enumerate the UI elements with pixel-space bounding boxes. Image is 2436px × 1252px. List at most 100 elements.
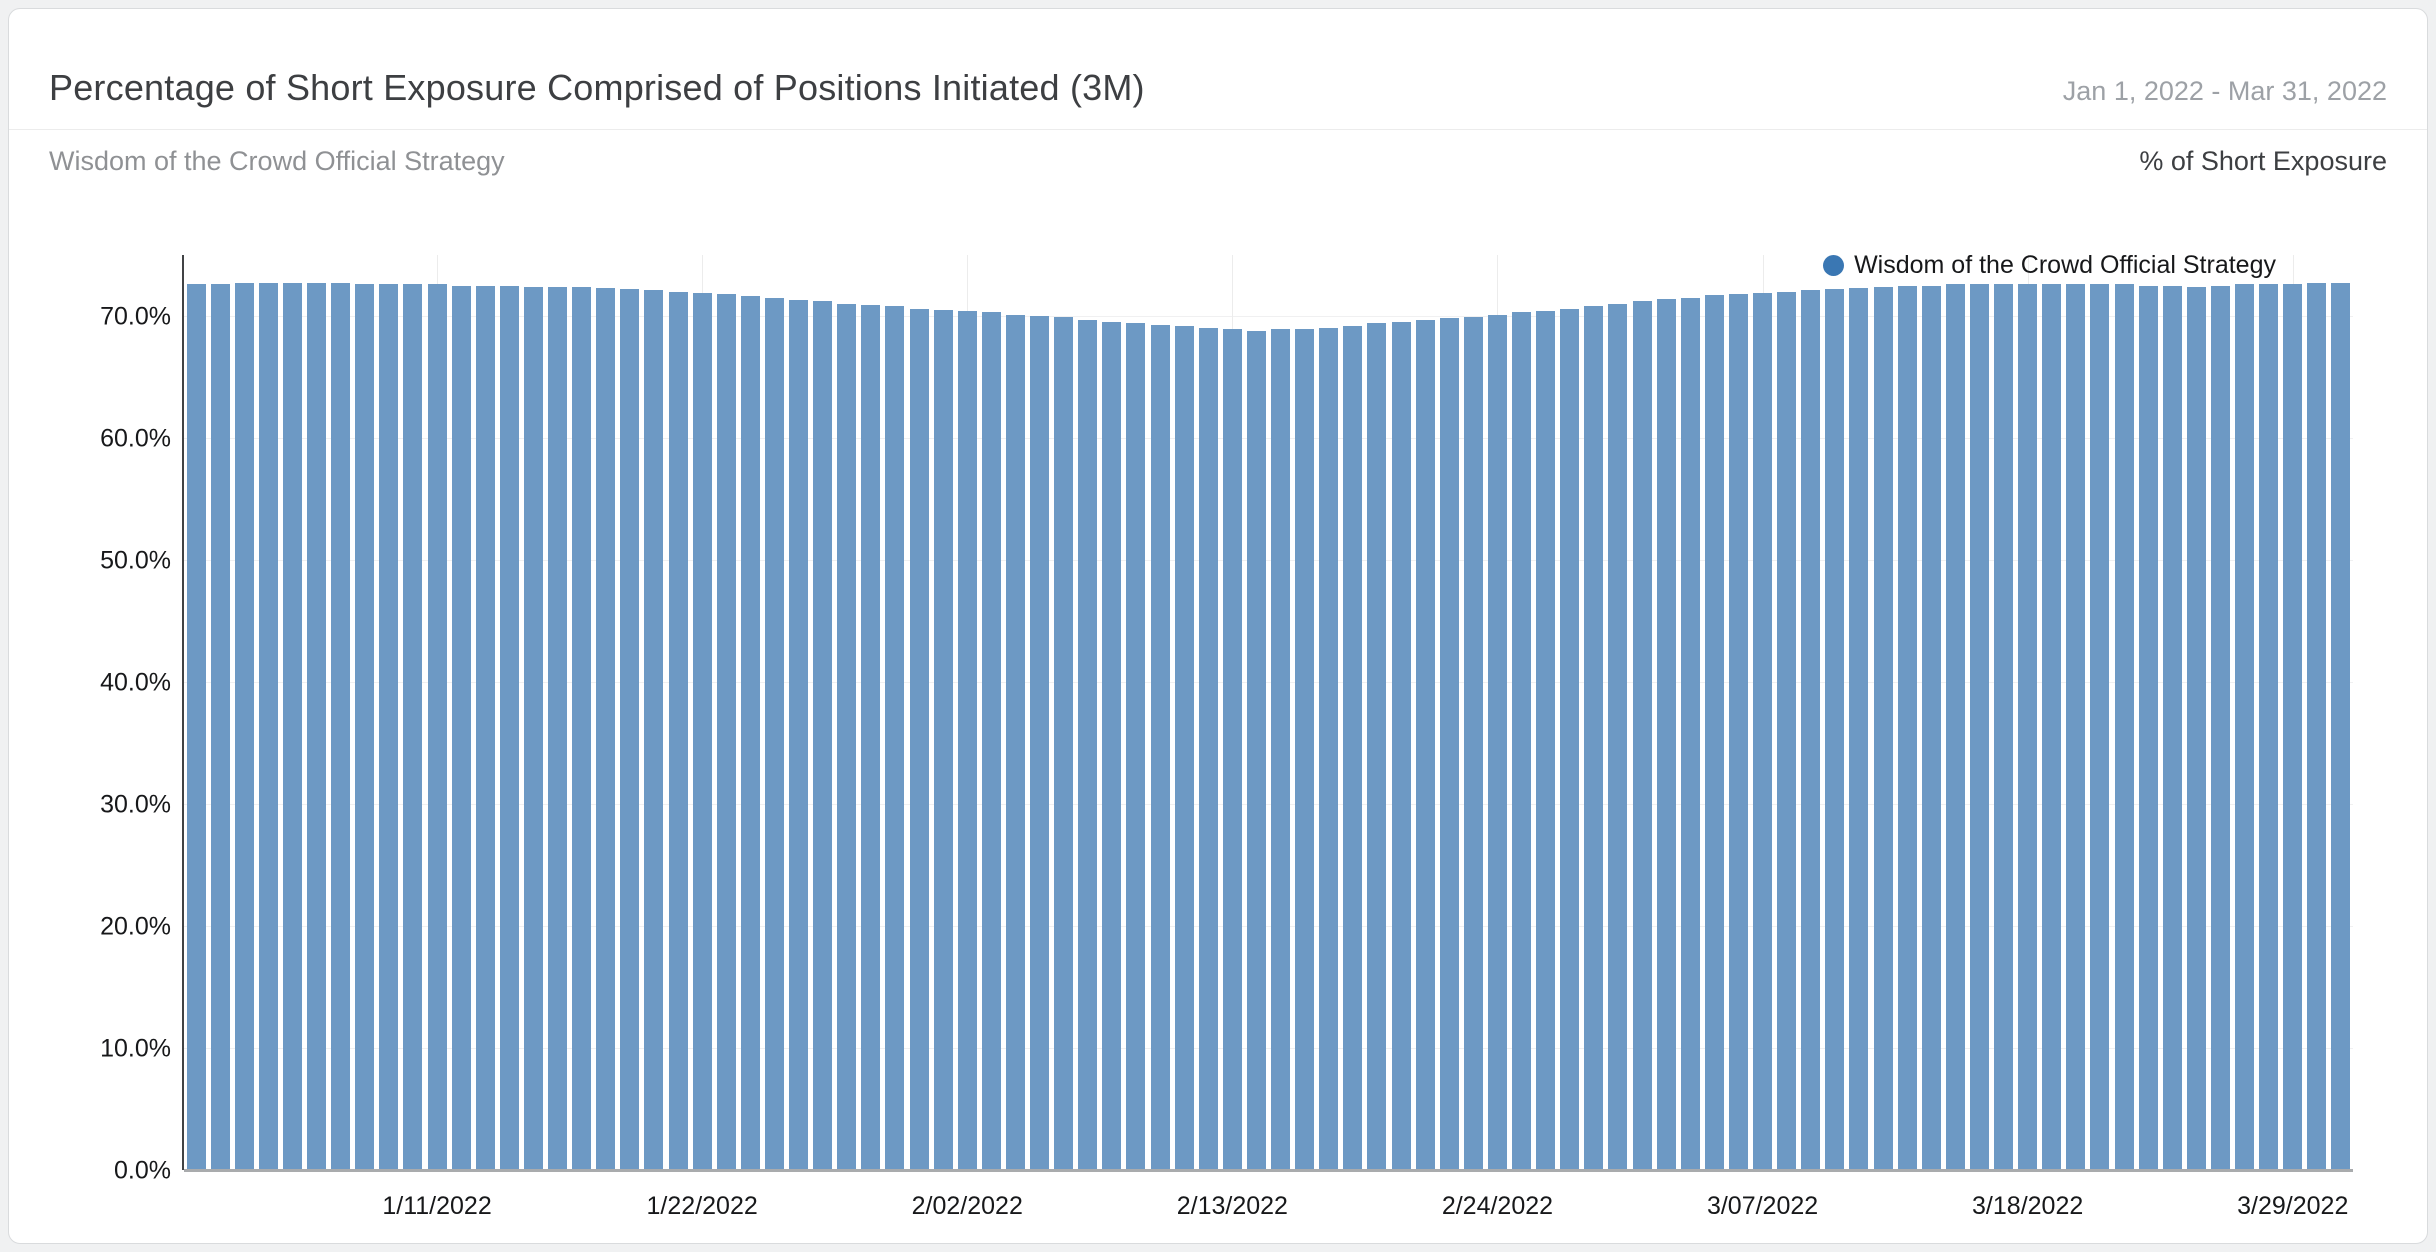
bar[interactable] [1054,317,1074,1170]
bar[interactable] [548,286,568,1170]
bar[interactable] [885,306,905,1170]
bar[interactable] [1246,330,1266,1170]
bar[interactable] [572,286,592,1170]
bar[interactable] [1415,319,1435,1170]
bar[interactable] [210,284,230,1170]
bar[interactable] [1126,323,1146,1170]
bar[interactable] [2162,285,2182,1170]
bar[interactable] [2331,283,2351,1170]
bar[interactable] [1222,329,1242,1170]
h-gridline [184,682,2353,683]
bar[interactable] [1343,325,1363,1170]
bar[interactable] [909,308,929,1170]
bar[interactable] [668,291,688,1170]
bar[interactable] [596,287,616,1170]
bar[interactable] [2042,284,2062,1170]
bar[interactable] [1102,322,1122,1170]
bar[interactable] [1584,306,1604,1170]
bar[interactable] [957,311,977,1170]
bar[interactable] [1825,289,1845,1170]
bar[interactable] [355,284,375,1170]
y-axis-tick-label: 50.0% [100,546,171,575]
bar[interactable] [2235,284,2255,1170]
bar[interactable] [2114,284,2134,1170]
bar[interactable] [1777,291,1797,1170]
bar[interactable] [475,285,495,1170]
bar[interactable] [2210,285,2230,1170]
bar[interactable] [1536,311,1556,1170]
bar[interactable] [2283,284,2303,1170]
x-axis-line [184,1169,2353,1172]
bar[interactable] [2307,283,2327,1170]
bar[interactable] [499,285,519,1170]
bar[interactable] [451,285,471,1170]
bar[interactable] [2138,285,2158,1170]
bar[interactable] [1632,301,1652,1170]
bar[interactable] [2259,284,2279,1170]
h-gridline [184,560,2353,561]
bar[interactable] [258,283,278,1170]
bar[interactable] [1198,328,1218,1170]
h-gridline [184,926,2353,927]
legend-label: Wisdom of the Crowd Official Strategy [1854,251,2276,279]
bar[interactable] [933,309,953,1170]
chart-subtitle: Wisdom of the Crowd Official Strategy [49,146,505,176]
bar[interactable] [1439,318,1459,1170]
bar[interactable] [1030,316,1050,1170]
bar[interactable] [813,301,833,1170]
bar[interactable] [620,289,640,1170]
bar[interactable] [403,284,423,1170]
bar[interactable] [2186,286,2206,1170]
bar[interactable] [1921,285,1941,1170]
bar[interactable] [523,286,543,1170]
bar[interactable] [981,312,1001,1170]
bar[interactable] [1994,284,2014,1170]
bar[interactable] [1391,322,1411,1170]
bar[interactable] [1319,328,1339,1170]
bar[interactable] [282,283,302,1170]
y-axis-tick-label: 20.0% [100,912,171,941]
bar[interactable] [1680,297,1700,1170]
legend[interactable]: Wisdom of the Crowd Official Strategy [1823,251,2276,280]
bar[interactable] [2018,284,2038,1170]
bar[interactable] [2090,284,2110,1170]
bar[interactable] [379,284,399,1170]
bar[interactable] [1608,303,1628,1170]
bar[interactable] [1728,294,1748,1170]
bar[interactable] [427,284,447,1170]
bar[interactable] [1005,314,1025,1170]
bar[interactable] [1656,298,1676,1170]
bar[interactable] [789,300,809,1170]
bar[interactable] [1849,287,1869,1170]
bar[interactable] [1704,295,1724,1170]
bar[interactable] [234,283,254,1170]
bar[interactable] [644,290,664,1170]
bar[interactable] [1560,308,1580,1170]
bar[interactable] [861,305,881,1170]
bar[interactable] [1487,314,1507,1170]
bar[interactable] [740,296,760,1170]
bar[interactable] [837,303,857,1170]
bar[interactable] [1753,292,1773,1170]
bar[interactable] [1078,319,1098,1170]
bar[interactable] [1897,285,1917,1170]
bar[interactable] [1295,329,1315,1170]
bar[interactable] [716,294,736,1170]
bar[interactable] [764,297,784,1170]
bar[interactable] [1367,323,1387,1170]
bar[interactable] [1801,290,1821,1170]
bar[interactable] [1969,284,1989,1170]
bar[interactable] [1463,317,1483,1170]
bar[interactable] [1873,286,1893,1170]
bar[interactable] [1512,312,1532,1170]
bar[interactable] [1150,324,1170,1170]
bar[interactable] [1174,325,1194,1170]
bar[interactable] [2066,284,2086,1170]
bar[interactable] [1271,329,1291,1170]
bar[interactable] [307,283,327,1170]
bar[interactable] [1945,284,1965,1170]
h-gridline [184,316,2353,317]
bar[interactable] [692,292,712,1170]
bar[interactable] [186,284,206,1170]
bar[interactable] [331,283,351,1170]
